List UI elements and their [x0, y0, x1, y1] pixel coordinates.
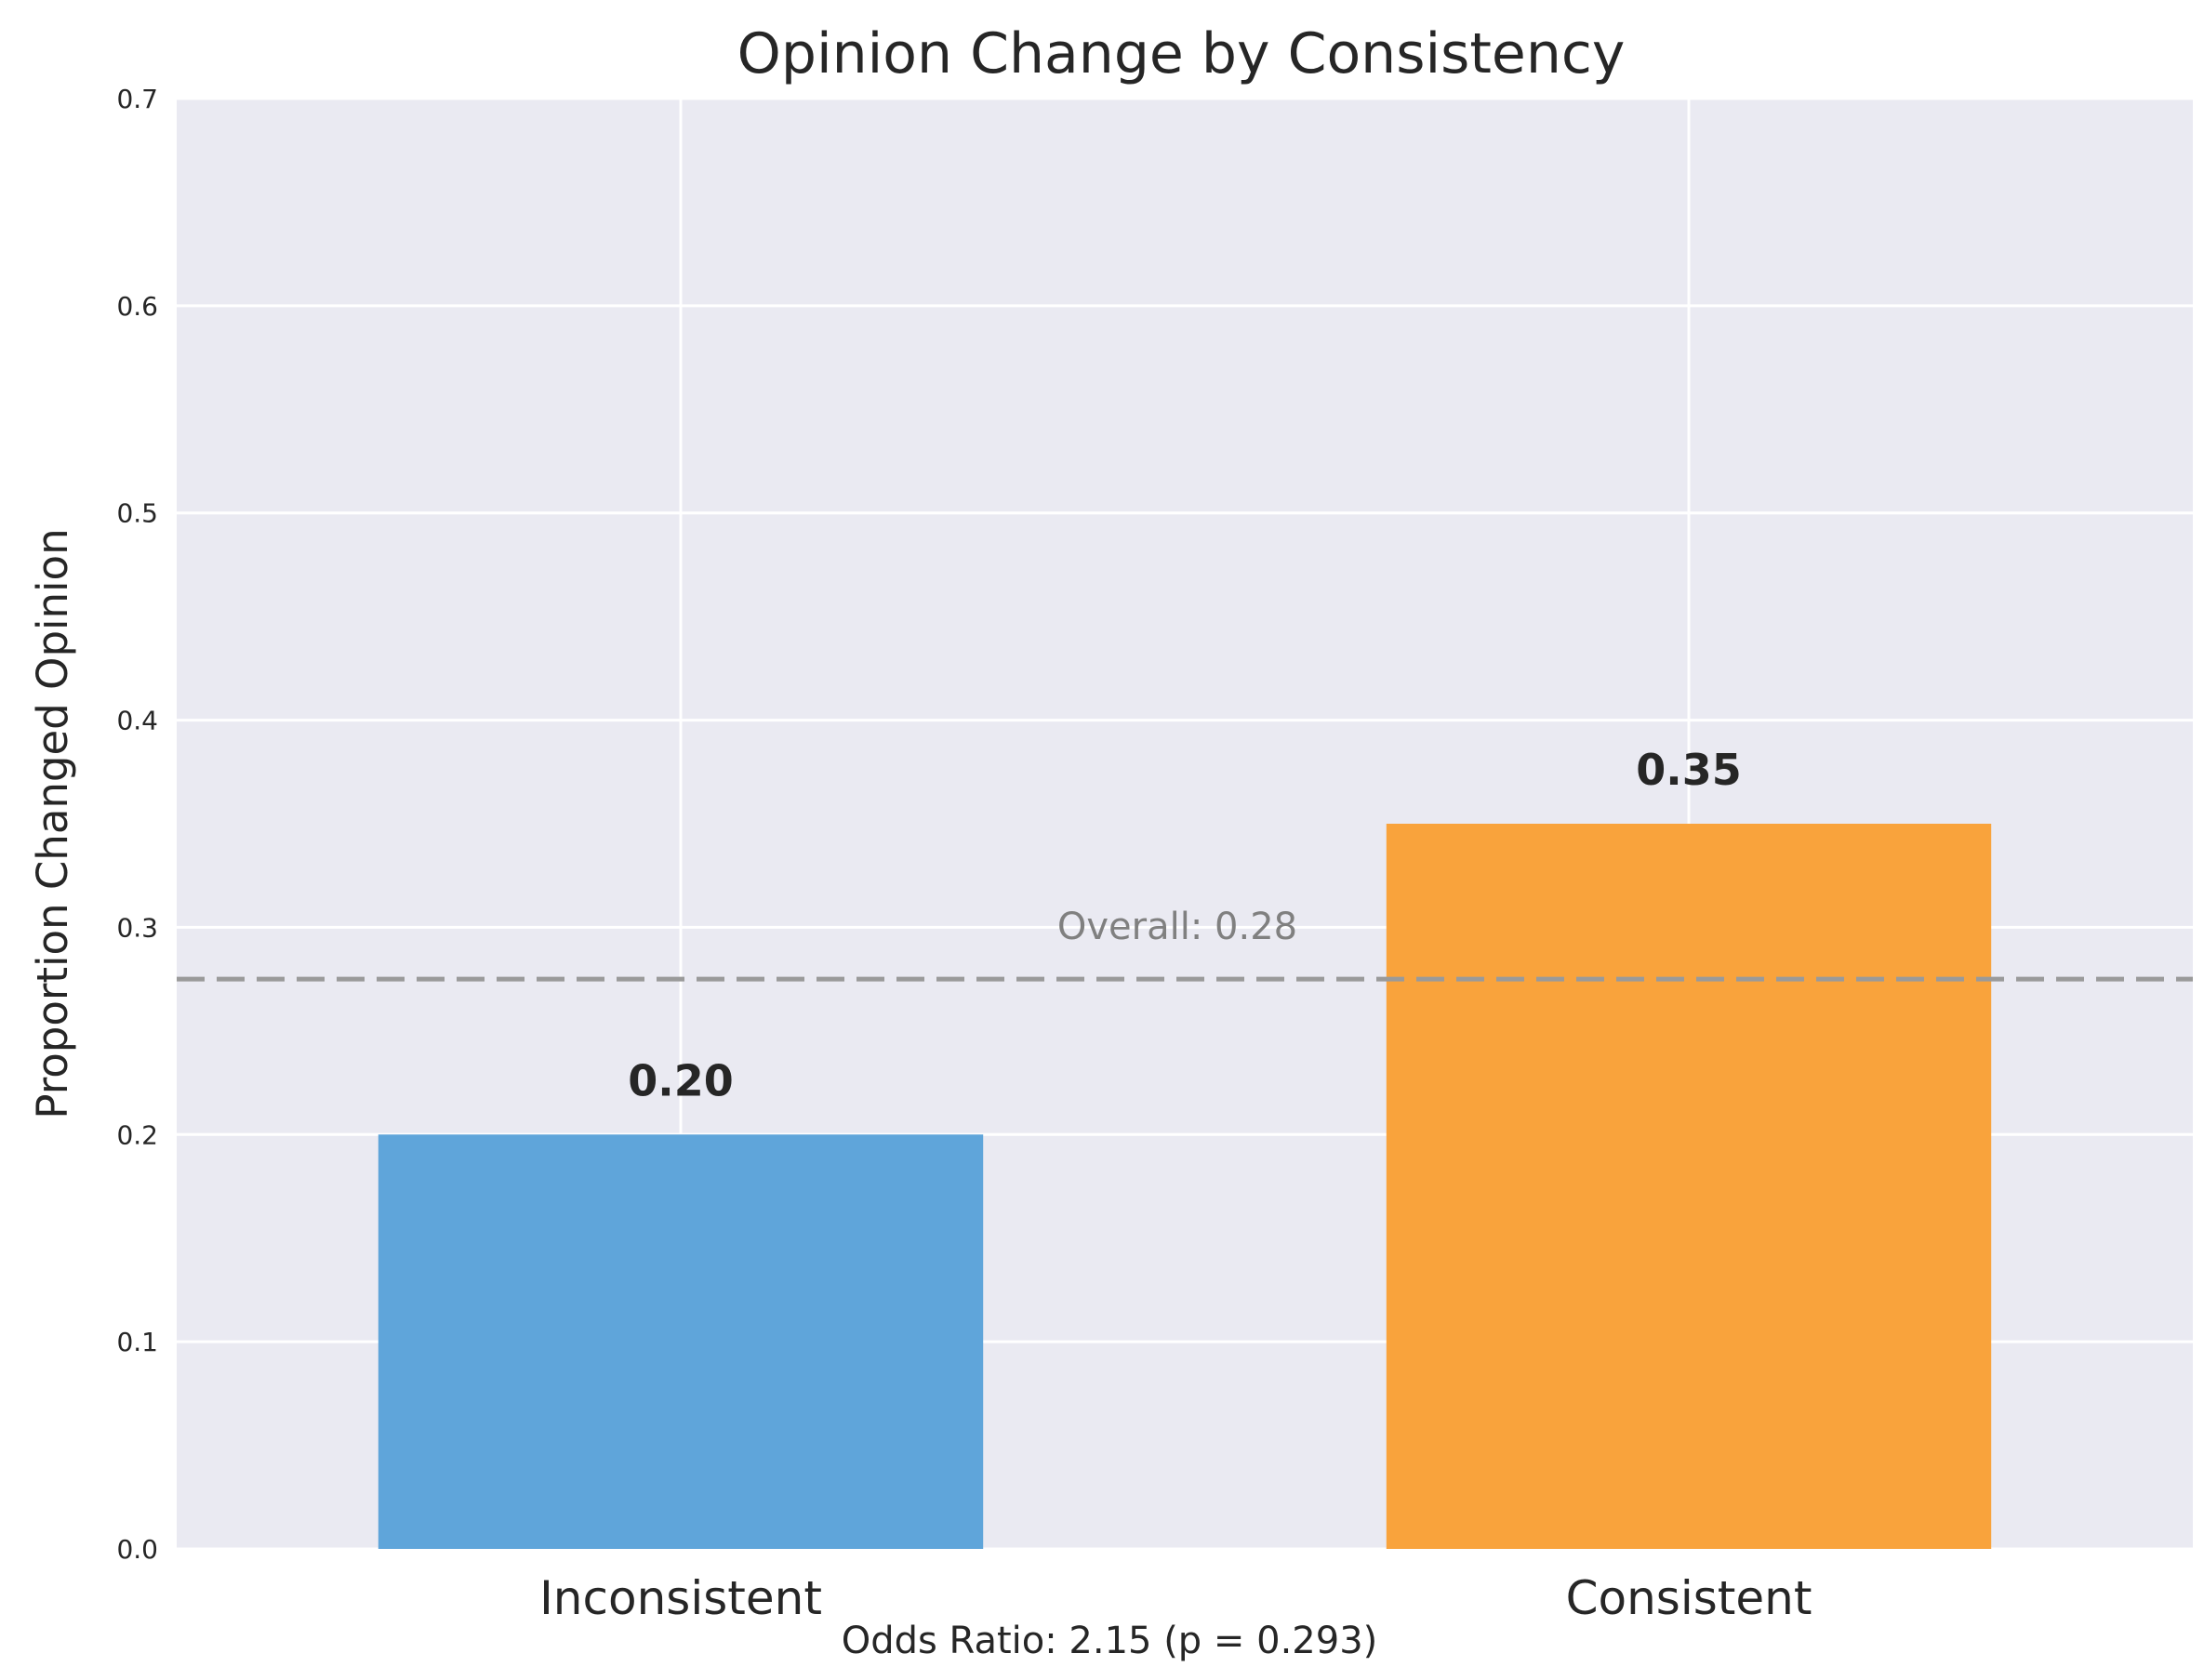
- y-tick-label: 0.3: [116, 912, 158, 943]
- bar-consistent: [1386, 824, 1992, 1549]
- y-axis-label: Proportion Changed Opinion: [28, 528, 77, 1118]
- reference-line-label: Overall: 0.28: [1057, 906, 1297, 948]
- y-axis-ticks: 0.0 0.1 0.2 0.3 0.4 0.5 0.6 0.7: [116, 84, 158, 1565]
- x-tick-label: Inconsistent: [539, 1571, 822, 1625]
- value-labels: 0.20 0.35: [628, 745, 1742, 1105]
- bar-inconsistent: [378, 1134, 984, 1549]
- y-tick-label: 0.2: [116, 1119, 158, 1150]
- y-tick-label: 0.1: [116, 1327, 158, 1357]
- y-tick-label: 0.4: [116, 706, 158, 736]
- bar-value-label: 0.20: [628, 1055, 734, 1105]
- reference-line-group: Overall: 0.28: [177, 906, 2193, 982]
- y-tick-label: 0.7: [116, 84, 158, 114]
- bars: [378, 824, 1992, 1549]
- chart-title: Opinion Change by Consistency: [737, 21, 1626, 86]
- bar-value-label: 0.35: [1636, 745, 1742, 795]
- y-tick-label: 0.0: [116, 1534, 158, 1565]
- footnote-odds-ratio: Odds Ratio: 2.15 (p = 0.293): [842, 1620, 1378, 1662]
- y-tick-label: 0.6: [116, 291, 158, 322]
- x-tick-label: Consistent: [1566, 1571, 1812, 1625]
- y-tick-label: 0.5: [116, 498, 158, 529]
- x-axis-ticks: Inconsistent Consistent: [539, 1571, 1812, 1625]
